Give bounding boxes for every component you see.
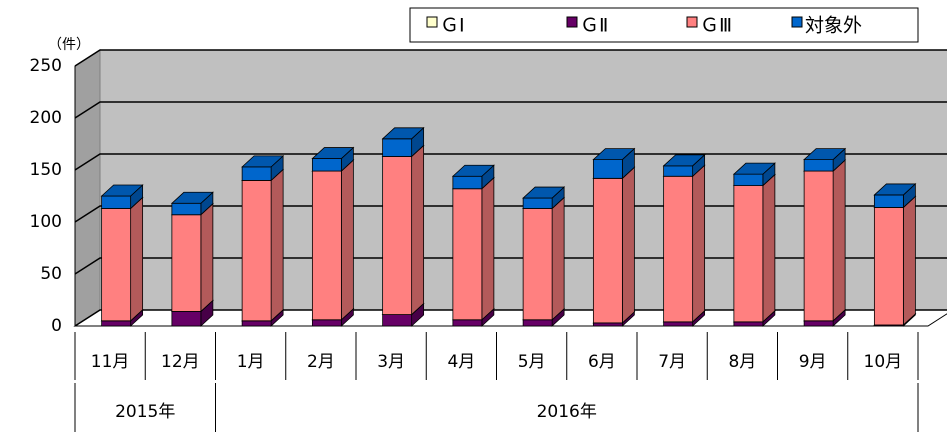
bar-segment	[451, 164, 495, 190]
bar-segment	[873, 195, 917, 326]
x-tick-label: 9月	[799, 352, 827, 372]
bar-segment	[662, 153, 706, 178]
x-tick-label: 3月	[377, 352, 405, 372]
bar-segment	[381, 144, 425, 316]
bar-segment	[592, 166, 636, 324]
x-tick-label: 11月	[91, 352, 130, 372]
x-tick-label: 10月	[864, 352, 903, 372]
side-wall	[74, 49, 101, 327]
bar-segment	[451, 176, 495, 321]
bar-segment	[100, 196, 144, 322]
bar-segment	[100, 184, 144, 210]
x-tick-label: 4月	[447, 352, 475, 372]
y-tick-label: 100	[30, 212, 62, 232]
bar-segment	[311, 159, 355, 321]
grid-line	[74, 101, 947, 119]
x-tick-label: 7月	[658, 352, 686, 372]
legend-label: ＧⅢ	[700, 15, 732, 37]
y-tick-label: 200	[30, 108, 62, 128]
legend-label: ＧⅡ	[580, 15, 608, 37]
legend-swatch	[791, 16, 803, 28]
bar-segment	[732, 173, 776, 323]
bar-segment	[170, 202, 214, 313]
x-tick-label: 2月	[307, 352, 335, 372]
bar-segment	[803, 147, 847, 172]
bar-segment	[522, 196, 566, 321]
bar-segment	[311, 146, 355, 172]
y-tick-label: 250	[30, 56, 62, 76]
x-tick-label: 1月	[237, 352, 265, 372]
x-tick-label: 12月	[161, 352, 200, 372]
y-tick-label: 0	[51, 316, 62, 336]
legend	[409, 7, 919, 43]
x-tick-label: 8月	[728, 352, 756, 372]
bar-segment	[803, 159, 847, 322]
grid-line	[74, 153, 947, 171]
group-label: 2016年	[537, 402, 597, 422]
bar-segment	[662, 164, 706, 323]
x-tick-label: 5月	[518, 352, 546, 372]
legend-swatch	[426, 16, 438, 28]
bar-segment	[241, 154, 285, 182]
bar-segment	[522, 186, 566, 210]
y-tick-label: 150	[30, 160, 62, 180]
x-tick-label: 6月	[588, 352, 616, 372]
legend-swatch	[686, 16, 698, 28]
unit-label: （件）	[48, 37, 90, 53]
legend-label: 対象外	[805, 15, 862, 37]
bar-segment	[592, 147, 636, 180]
group-label: 2015年	[115, 402, 175, 422]
bar-segment	[873, 183, 917, 209]
legend-label: ＧⅠ	[440, 15, 465, 37]
y-tick-label: 50	[40, 264, 62, 284]
bar-segment	[241, 168, 285, 322]
legend-swatch	[566, 16, 578, 28]
grid-line	[74, 49, 947, 67]
bar-segment	[381, 126, 425, 158]
bar-segment	[170, 191, 214, 216]
bar-segment	[732, 162, 776, 187]
